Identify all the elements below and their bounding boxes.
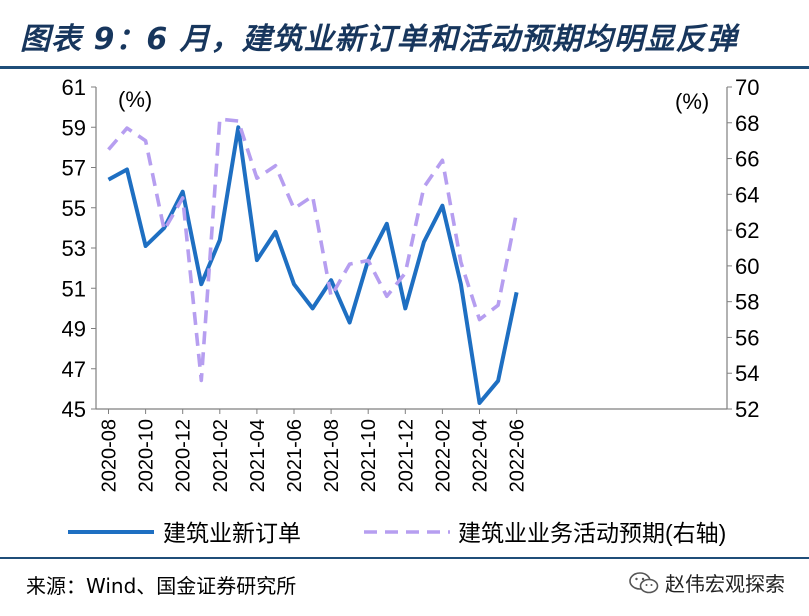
- watermark-text: 赵伟宏观探索: [665, 572, 785, 596]
- right-tick-label: 68: [735, 111, 759, 136]
- title-bar: 图表 9：6 月，建筑业新订单和活动预期均明显反弹: [0, 0, 809, 69]
- footer-divider: [0, 557, 809, 559]
- x-tick-label: 2021-04: [247, 419, 269, 492]
- right-tick-label: 70: [735, 75, 759, 100]
- right-tick-label: 66: [735, 147, 759, 172]
- right-tick-label: 58: [735, 290, 759, 315]
- chart-axes: 45 47 49 51 53 55 57 59 61 52 54 56 58 60 62 64 66 68 70 (%…: [62, 75, 760, 492]
- x-tick-label: 2021-12: [395, 419, 417, 492]
- x-tick-label: 2021-06: [284, 419, 306, 492]
- title-divider: [0, 66, 809, 69]
- chart-series: [107, 117, 519, 405]
- series-activity-expectation-line: [107, 117, 519, 383]
- right-tick-label: 52: [735, 397, 759, 422]
- x-tick-label: 2020-08: [99, 419, 121, 492]
- line-chart: 45 47 49 51 53 55 57 59 61 52 54 56 58 60 62 64 66 68 70 (%…: [62, 75, 760, 546]
- x-tick-label: 2022-04: [470, 419, 492, 492]
- left-tick-label: 55: [62, 196, 86, 221]
- series-new-orders-line: [107, 125, 519, 405]
- right-unit-label: (%): [675, 89, 709, 114]
- right-tick-label: 60: [735, 254, 759, 279]
- left-unit-label: (%): [118, 87, 152, 112]
- left-tick-label: 45: [62, 397, 86, 422]
- left-tick-label: 53: [62, 236, 86, 261]
- wechat-icon: [629, 571, 659, 593]
- right-tick-label: 54: [735, 361, 759, 386]
- chart-legend: 建筑业新订单 建筑业业务活动预期(右轴): [68, 520, 726, 546]
- left-tick-label: 61: [62, 75, 86, 100]
- source-note: 来源：Wind、国金证券研究所: [26, 574, 297, 598]
- watermark: 赵伟宏观探索: [629, 568, 785, 597]
- page-title: 图表 9：6 月，建筑业新订单和活动预期均明显反弹: [20, 22, 738, 57]
- x-tick-label: 2021-10: [358, 419, 380, 492]
- legend-label-new-orders: 建筑业新订单: [163, 520, 301, 546]
- legend-label-activity-expectation: 建筑业业务活动预期(右轴): [458, 520, 726, 546]
- x-tick-label: 2021-02: [210, 419, 232, 492]
- left-tick-label: 59: [62, 115, 86, 140]
- right-tick-label: 56: [735, 325, 759, 350]
- right-tick-label: 62: [735, 218, 759, 243]
- left-tick-label: 57: [62, 156, 86, 181]
- x-tick-label: 2022-02: [432, 419, 454, 492]
- x-tick-label: 2022-06: [507, 419, 529, 492]
- x-tick-label: 2021-08: [321, 419, 343, 492]
- left-tick-label: 49: [62, 317, 86, 342]
- x-tick-label: 2020-10: [136, 419, 158, 492]
- left-tick-label: 51: [62, 276, 86, 301]
- left-tick-label: 47: [62, 357, 86, 382]
- x-tick-label: 2020-12: [173, 419, 195, 492]
- right-tick-label: 64: [735, 182, 759, 207]
